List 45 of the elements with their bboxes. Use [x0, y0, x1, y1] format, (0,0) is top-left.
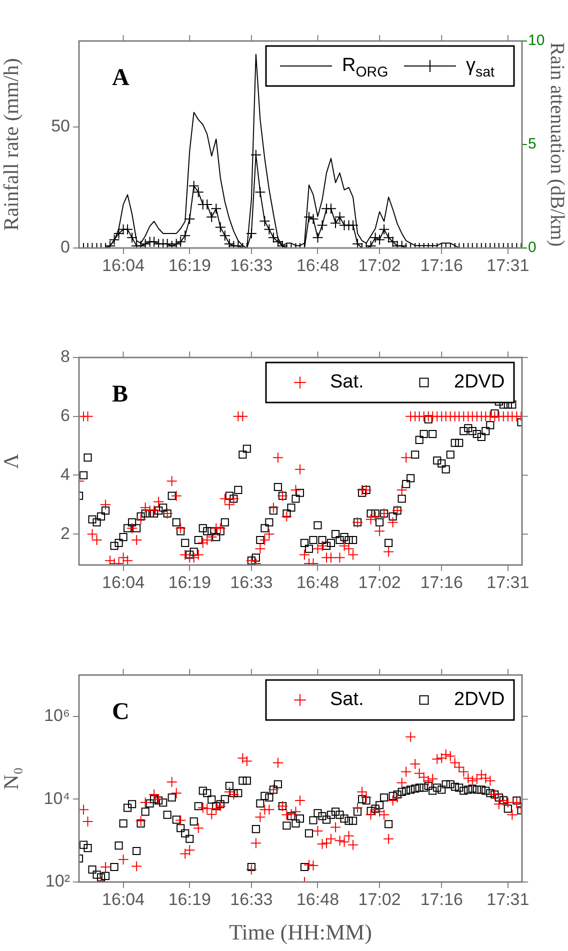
- x-tick-label: 16:04: [102, 890, 145, 909]
- y-axis-title: N₀: [0, 767, 24, 790]
- y2-tick-label: 10: [528, 32, 545, 50]
- x-tick-label: 16:33: [230, 572, 273, 592]
- x-axis-title: Time (HH:MM): [229, 920, 372, 945]
- y-tick-label: 6: [60, 406, 70, 426]
- x-tick-label: 16:33: [230, 890, 273, 909]
- x-tick-label: 16:04: [102, 572, 145, 592]
- legend-label: Sat.: [330, 689, 364, 710]
- x-tick-label: 17:31: [486, 890, 530, 909]
- y-axis-title: Rainfall rate (mm/h): [0, 58, 24, 231]
- legend-label: Sat.: [330, 372, 364, 393]
- x-tick-label: 16:19: [168, 572, 211, 592]
- y-tick-label: 2: [60, 524, 70, 543]
- y-tick-label: 0: [60, 238, 70, 257]
- x-tick-label: 16:04: [102, 256, 145, 275]
- legend-label: 2DVD: [454, 689, 505, 710]
- x-tick-label: 16:48: [296, 256, 340, 275]
- x-tick-label: 17:16: [420, 890, 463, 909]
- x-tick-label: 17:16: [420, 256, 463, 275]
- x-tick-label: 17:31: [486, 256, 530, 275]
- y-tick-label: 10²: [45, 872, 70, 891]
- y-tick-label: 10⁶: [44, 706, 70, 726]
- x-tick-label: 16:33: [230, 256, 273, 275]
- x-tick-label: 17:31: [486, 572, 530, 592]
- x-tick-label: 17:02: [358, 890, 401, 909]
- x-tick-label: 17:02: [358, 572, 401, 592]
- y-axis-title: Λ: [0, 452, 24, 469]
- annotation: B: [112, 382, 128, 408]
- x-tick-label: 16:48: [296, 890, 340, 909]
- y-tick-label: 10⁴: [44, 788, 70, 808]
- x-tick-label: 16:19: [168, 256, 211, 275]
- x-tick-label: 16:19: [168, 890, 211, 909]
- y2-tick-label: 5: [528, 136, 536, 153]
- annotation: A: [112, 65, 130, 91]
- y-tick-label: 8: [60, 347, 70, 366]
- y2-axis-title: Rain attenuation (dB/km): [546, 42, 568, 247]
- legend-label: 2DVD: [454, 372, 505, 393]
- y2-tick-label: 0: [528, 239, 536, 256]
- x-tick-label: 16:48: [296, 572, 340, 592]
- y-tick-label: 50: [51, 116, 70, 136]
- x-tick-label: 17:16: [420, 572, 463, 592]
- x-tick-label: 17:02: [358, 256, 401, 275]
- y-tick-label: 4: [60, 464, 70, 484]
- annotation: C: [112, 699, 130, 725]
